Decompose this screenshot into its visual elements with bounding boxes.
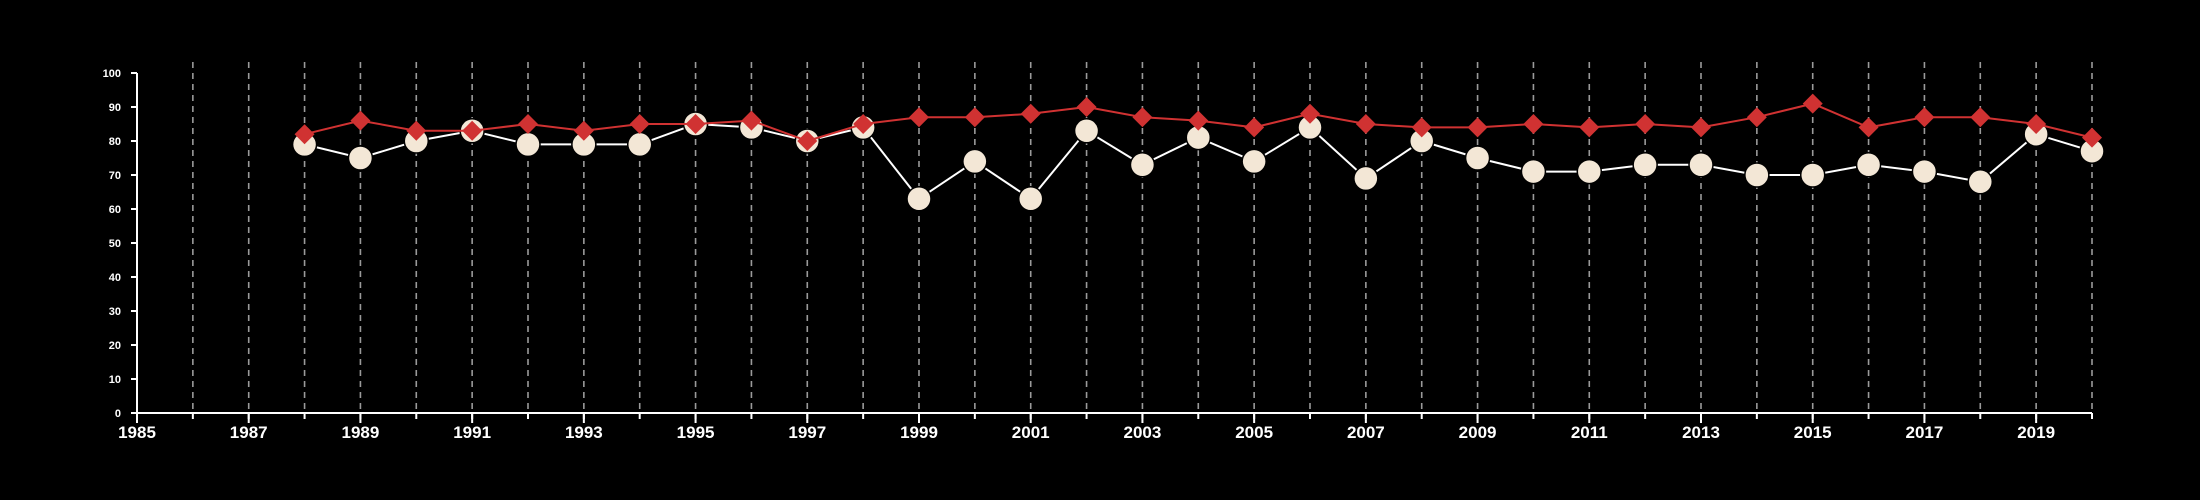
series-1-point-2007	[1355, 114, 1376, 134]
x-tick-label-2005: 2005	[1235, 423, 1273, 442]
y-tick-label-40: 40	[109, 272, 121, 284]
series-1-point-2014	[1746, 107, 1767, 128]
series-1-point-1994	[629, 114, 650, 134]
y-tick-label-10: 10	[109, 374, 121, 386]
series-1-point-2010	[1523, 114, 1544, 134]
series-1-point-1998	[853, 114, 874, 134]
series-2-point-1992	[515, 131, 541, 158]
series-1-point-2020	[2082, 127, 2102, 148]
y-tick-label-0: 0	[115, 408, 121, 420]
y-tick-label-20: 20	[109, 340, 121, 352]
series-2-point-1994	[626, 131, 653, 158]
y-tick-label-90: 90	[109, 102, 121, 114]
series-2-point-1989	[347, 145, 374, 171]
series-1-point-2016	[1858, 117, 1879, 138]
x-tick-label-2015: 2015	[1794, 423, 1832, 442]
series-1-point-2005	[1244, 117, 1265, 138]
x-tick-label-1989: 1989	[342, 423, 380, 442]
series-1-point-1989	[350, 110, 371, 131]
y-tick-label-30: 30	[109, 306, 121, 318]
series-1-point-2006	[1300, 103, 1320, 124]
y-tick-label-70: 70	[109, 170, 121, 182]
series-2-point-2011	[1576, 158, 1603, 185]
series-1-point-2003	[1132, 107, 1153, 128]
data-series	[291, 93, 2105, 212]
series-1-point-1991	[462, 120, 483, 141]
series-1-point-2015	[1802, 93, 1823, 114]
series-2-point-2007	[1353, 165, 1379, 192]
y-tick-label-100: 100	[103, 68, 121, 80]
x-tick-label-2007: 2007	[1347, 423, 1385, 442]
series-1-point-2011	[1579, 117, 1600, 138]
series-1-point-2008	[1411, 117, 1432, 138]
x-tick-label-1985: 1985	[118, 423, 156, 442]
series-1-point-2017	[1914, 107, 1935, 128]
series-1-point-2004	[1188, 110, 1209, 131]
series-2-point-2014	[1744, 162, 1770, 188]
series-1-point-1999	[909, 107, 929, 128]
y-tick-label-50: 50	[109, 238, 121, 250]
x-tick-label-2003: 2003	[1124, 423, 1162, 442]
series-1-point-2019	[2026, 114, 2047, 134]
tick-labels: 1985 1987 1989 1991 1993 1995 1997 1999 2001 2003…	[103, 68, 2055, 442]
series-2-point-2005	[1241, 148, 1267, 175]
x-tick-label-1995: 1995	[677, 423, 715, 442]
series-1-point-2012	[1635, 114, 1656, 134]
series-1-point-1988	[294, 124, 315, 145]
x-tick-label-2011: 2011	[1571, 423, 1608, 442]
series-1-point-1990	[406, 120, 427, 141]
x-tick-label-2009: 2009	[1459, 423, 1497, 442]
series-1-point-2018	[1970, 107, 1991, 128]
x-tick-label-1987: 1987	[230, 423, 268, 442]
series-2-point-2018	[1967, 169, 1994, 195]
x-tick-label-1999: 1999	[900, 423, 938, 442]
x-tick-label-2013: 2013	[1682, 423, 1720, 442]
x-tick-label-1991: 1991	[453, 423, 491, 442]
series-1-point-2000	[964, 107, 985, 128]
series-2-point-2000	[962, 148, 988, 175]
y-tick-label-60: 60	[109, 204, 121, 216]
series-2-point-2012	[1632, 152, 1658, 178]
series-1-point-1992	[518, 114, 538, 134]
x-tick-label-2017: 2017	[1906, 423, 1944, 442]
series-2-point-2010	[1520, 158, 1547, 185]
series-2-point-2015	[1799, 162, 1826, 188]
x-tick-label-2019: 2019	[2017, 423, 2055, 442]
axes	[131, 72, 2093, 423]
series-2-point-2016	[1855, 152, 1882, 178]
series-2-point-2013	[1688, 152, 1714, 178]
series-1-point-1995	[685, 114, 706, 134]
series-1-point-2009	[1467, 117, 1488, 138]
x-tick-label-2001: 2001	[1012, 423, 1050, 442]
series-2-point-1999	[906, 186, 932, 212]
series-1-point-1996	[741, 110, 762, 131]
series-2-point-2001	[1017, 186, 1044, 212]
series-2-point-2002	[1073, 118, 1100, 144]
x-tick-label-1997: 1997	[788, 423, 826, 442]
series-1-point-1993	[573, 120, 594, 141]
series-2-point-2003	[1129, 152, 1156, 178]
series-1-point-2001	[1020, 103, 1041, 124]
y-tick-label-80: 80	[109, 136, 121, 148]
series-1	[294, 93, 2102, 151]
series-1-point-1997	[797, 131, 818, 151]
series-1-point-2002	[1076, 97, 1097, 117]
series-2-point-2009	[1464, 145, 1491, 171]
x-tick-label-1993: 1993	[565, 423, 603, 442]
series-1-point-2013	[1691, 117, 1711, 138]
series-2-point-2017	[1911, 158, 1938, 185]
